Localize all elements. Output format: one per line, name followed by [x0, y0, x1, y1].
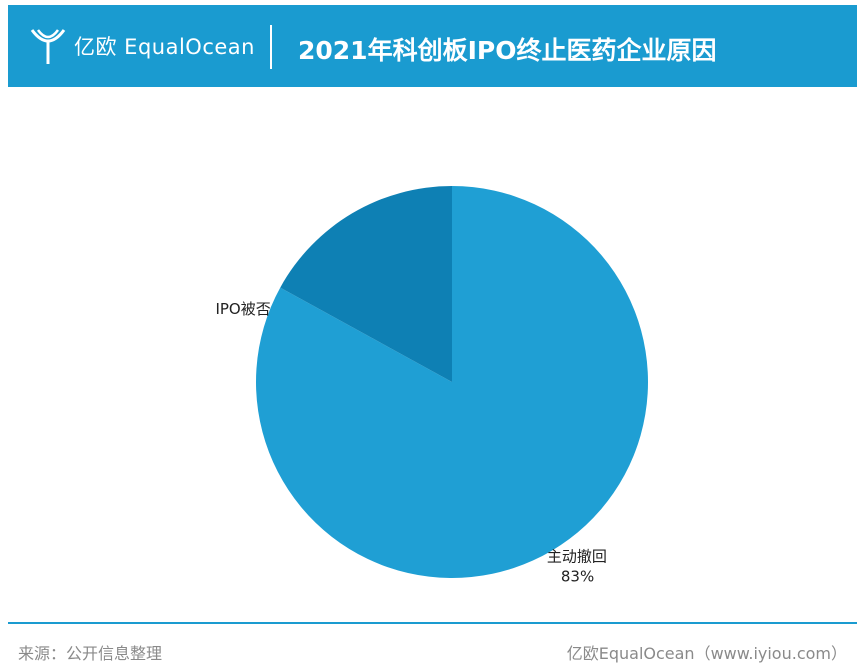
logo-text: 亿欧 EqualOcean — [74, 35, 255, 59]
equalocean-logo-icon — [30, 29, 66, 64]
brand-logo: 亿欧 EqualOcean — [30, 23, 255, 69]
header-banner: 亿欧 EqualOcean 2021年科创板IPO终止医药企业原因 — [8, 5, 857, 87]
header-divider — [270, 25, 272, 69]
slice-value-0: 83% — [561, 567, 594, 585]
source-note: 来源：公开信息整理 — [18, 644, 163, 663]
footer-divider — [8, 622, 857, 624]
pie-chart: 主动撤回 83% IPO被否 — [215, 186, 648, 585]
slice-label-0: 主动撤回 — [547, 547, 607, 565]
pie-slice-1 — [280, 186, 452, 382]
slice-label-1: IPO被否 — [215, 300, 270, 318]
chart-title: 2021年科创板IPO终止医药企业原因 — [298, 36, 717, 65]
pie-slice-0 — [255, 186, 648, 578]
credit-note: 亿欧EqualOcean（www.iyiou.com） — [566, 644, 847, 663]
